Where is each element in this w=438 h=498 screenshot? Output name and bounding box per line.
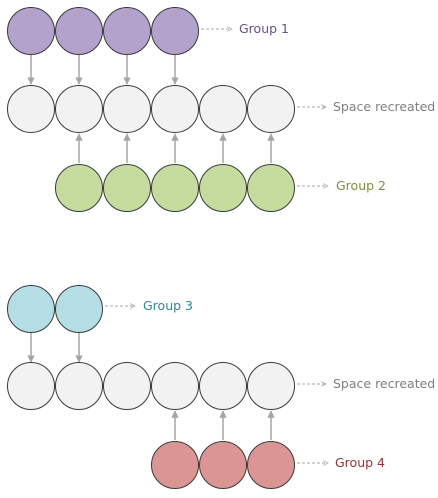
- empty-slot-circle: [103, 85, 151, 133]
- group-1-circle: [151, 7, 199, 55]
- empty-slot-circle: [151, 362, 199, 410]
- group-1-circle: [103, 7, 151, 55]
- group-4-circle: [151, 441, 199, 489]
- empty-slot-circle: [7, 85, 55, 133]
- group-4-circles: [151, 441, 295, 489]
- empty-slot-circle: [247, 362, 295, 410]
- space-top-label: Space recreated: [333, 99, 435, 114]
- group-2-circle: [199, 164, 247, 212]
- group-2-circle: [247, 164, 295, 212]
- group-1-label: Group 1: [239, 21, 289, 36]
- group-2-label: Group 2: [336, 178, 386, 193]
- group-1-circle: [7, 7, 55, 55]
- group-1-circle: [55, 7, 103, 55]
- group-4-arrows: [171, 410, 275, 440]
- group-2-circle: [151, 164, 199, 212]
- group-2-circle: [55, 164, 103, 212]
- empty-slot-circle: [199, 85, 247, 133]
- group-3-arrows: [27, 333, 83, 363]
- group-1-arrows: [27, 55, 179, 85]
- group-4-circle: [199, 441, 247, 489]
- group-1-circles: [7, 7, 199, 55]
- empty-slot-circle: [151, 85, 199, 133]
- group-2-circles: [55, 164, 295, 212]
- group-2-arrows: [75, 133, 275, 163]
- space-row-bottom: [7, 362, 295, 410]
- group-2-circle: [103, 164, 151, 212]
- group-3-circle: [55, 285, 103, 333]
- group-3-circles: [7, 285, 103, 333]
- group-3-circle: [7, 285, 55, 333]
- empty-slot-circle: [55, 362, 103, 410]
- space-row-top: [7, 85, 295, 133]
- empty-slot-circle: [247, 85, 295, 133]
- empty-slot-circle: [7, 362, 55, 410]
- group-3-label: Group 3: [143, 298, 193, 313]
- empty-slot-circle: [55, 85, 103, 133]
- group-4-label: Group 4: [335, 455, 385, 470]
- empty-slot-circle: [199, 362, 247, 410]
- group-4-circle: [247, 441, 295, 489]
- empty-slot-circle: [103, 362, 151, 410]
- space-bottom-label: Space recreated: [333, 376, 435, 391]
